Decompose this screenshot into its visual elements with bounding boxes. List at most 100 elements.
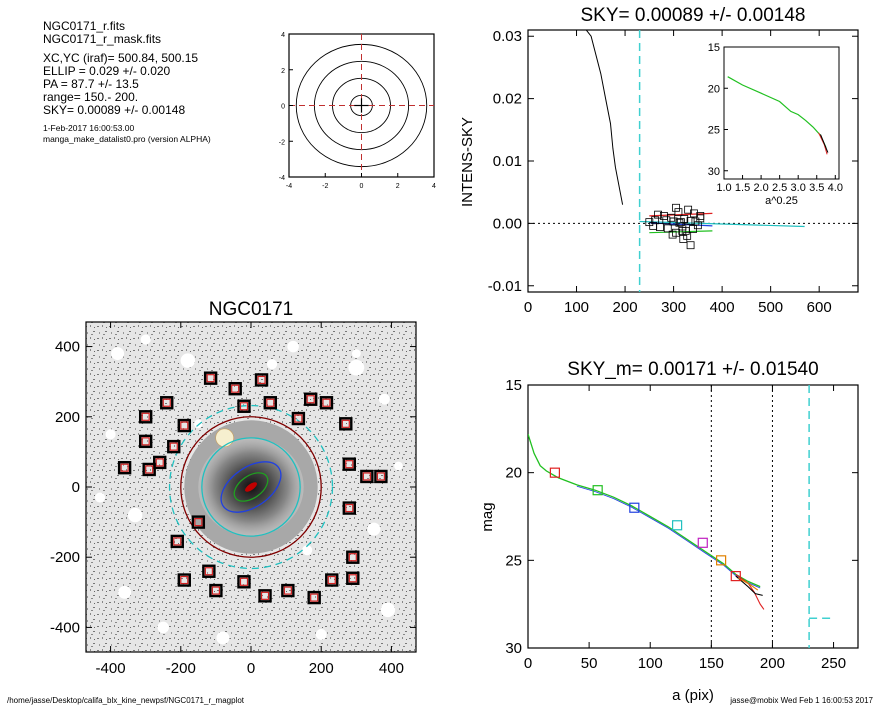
x-tick-label: 300	[661, 299, 686, 316]
inset-x-tick-label: 4.0	[828, 182, 843, 194]
mask-region	[394, 461, 403, 471]
y-tick-label: 0.00	[493, 215, 522, 232]
sky-box	[191, 515, 206, 529]
x-tick-label: 0	[360, 183, 364, 190]
mag-marker	[716, 555, 727, 566]
mask-region	[180, 353, 196, 368]
sky-box	[266, 398, 275, 407]
mask-region	[215, 428, 234, 448]
inset-y-tick-label: 15	[708, 42, 720, 54]
sky-box	[209, 583, 223, 598]
mag-marker	[672, 520, 683, 531]
x-tick-label: 50	[581, 655, 598, 672]
sky-box	[310, 593, 319, 602]
inset-x-tick-label: 1.0	[716, 182, 731, 194]
sky-box	[167, 439, 181, 454]
y-tick-label: 200	[55, 409, 80, 426]
sky-sample-point	[686, 216, 695, 225]
mag-xlabel: a (pix)	[672, 687, 714, 704]
mag-tail-curve	[735, 575, 763, 596]
mag-profile-curve	[528, 433, 761, 588]
x-tick-label: 100	[638, 655, 663, 672]
sky-box	[194, 518, 203, 527]
run-date: 1-Feb-2017 16:00:53.00	[43, 123, 135, 133]
program-name: manga_make_datalist0.pro (version ALPHA)	[43, 134, 211, 144]
sky-box	[162, 398, 171, 407]
mask-region	[315, 629, 327, 640]
x-tick-label: -4	[286, 183, 292, 190]
sky-box	[239, 402, 249, 411]
sky-box	[202, 564, 216, 578]
inset-x-tick-label: 3.0	[791, 182, 806, 194]
sky-sample-point	[678, 226, 687, 235]
y-tick-label: 0	[72, 479, 80, 496]
mask-region	[216, 631, 230, 645]
sky-box	[177, 418, 191, 433]
sky-box	[206, 374, 215, 383]
mask-region	[118, 585, 132, 599]
sky-box	[138, 434, 153, 449]
sky-sample-point	[675, 218, 684, 227]
inset-tail	[820, 134, 829, 153]
x-tick-label: 500	[758, 299, 783, 316]
mag-tail-curve	[737, 577, 759, 591]
sky-box	[180, 575, 189, 585]
sky-box	[169, 442, 178, 451]
x-tick-label: 100	[564, 299, 589, 316]
sky-box	[231, 384, 240, 393]
mag-plot-frame	[527, 384, 859, 649]
mag-marker	[697, 537, 708, 548]
y-tick-label: 20	[505, 465, 522, 482]
isophote-ellipse	[233, 472, 269, 502]
mask-region	[379, 393, 390, 405]
sky-series-line	[649, 230, 713, 234]
sky-box	[257, 375, 266, 385]
sky-box	[294, 414, 303, 423]
param-line: PA = 87.7 +/- 13.5	[43, 77, 139, 91]
sky-box	[346, 571, 360, 585]
mask-region	[302, 545, 313, 556]
sky-box	[291, 411, 306, 426]
sky-box	[346, 550, 360, 564]
y-tick-label: 0.01	[493, 153, 522, 170]
sky-sample-point	[656, 223, 664, 232]
sky-box	[263, 396, 278, 410]
mask-region	[348, 359, 365, 376]
x-tick-label: 400	[379, 660, 404, 677]
file-name: NGC0171_r.fits	[43, 19, 126, 33]
sky-box	[362, 472, 371, 481]
sky-box	[138, 410, 153, 424]
mask-region	[111, 347, 125, 361]
x-tick-label: 0	[524, 655, 532, 672]
sky-box	[260, 591, 270, 600]
sky-box	[348, 574, 357, 583]
isophote-ellipse	[180, 416, 322, 558]
mask-region	[367, 522, 381, 536]
sky-box	[345, 460, 354, 469]
image-title: NGC0171	[209, 299, 294, 320]
plot-layer: -4 -2 0 2 4 -4 -2 0 2 4 SKY= 0.00089 +/- 0.00148 IN…	[50, 5, 859, 704]
x-tick-label: 200	[760, 655, 785, 672]
sky-sample-point	[663, 224, 672, 233]
sky-box	[341, 419, 350, 428]
mag-marker	[549, 467, 560, 478]
mag-marker	[629, 502, 640, 513]
footer-path: /home/jasse/Desktop/califa_blx_kine_newp…	[7, 696, 245, 705]
mag-marker	[730, 571, 741, 582]
y-tick-label: -200	[50, 549, 80, 566]
param-line: SKY= 0.00089 +/- 0.00148	[43, 103, 186, 117]
sky-box	[173, 537, 182, 546]
inset-x-tick-label: 2.0	[753, 182, 768, 194]
inset-y-tick-label: 30	[708, 166, 720, 178]
sky-box	[141, 412, 150, 421]
x-tick-label: 200	[309, 660, 334, 677]
sky-sample-point	[690, 209, 698, 218]
x-tick-label: -400	[96, 660, 126, 677]
y-tick-label: 400	[55, 339, 80, 356]
y-tick-label: 2	[281, 68, 285, 75]
sky-box	[345, 503, 354, 513]
inset-x-tick-label: 1.5	[735, 182, 750, 194]
mask-region	[380, 602, 396, 618]
sky-sample-point	[669, 217, 678, 226]
